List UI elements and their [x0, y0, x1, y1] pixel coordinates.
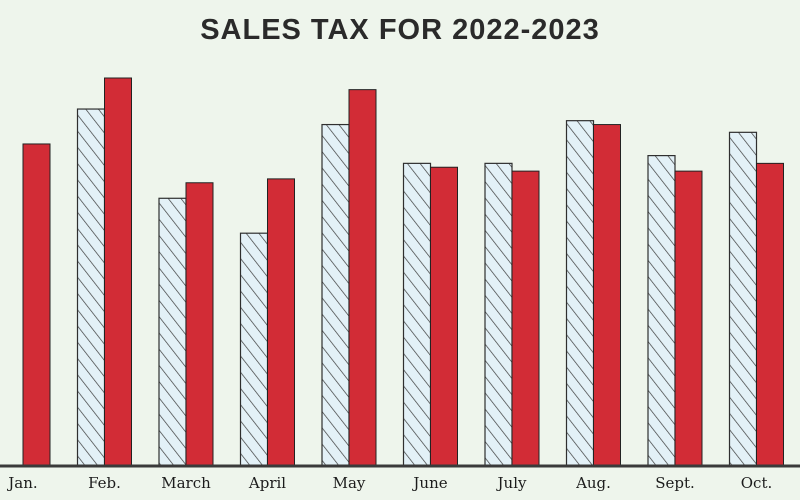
bar-hatched-7 [565, 120, 595, 467]
bar-hatched-3 [239, 232, 269, 467]
x-tick-label: June [411, 474, 447, 492]
bar-hatched-4 [321, 123, 350, 467]
bar-hatched-5 [402, 162, 432, 467]
x-tick-label: Sept. [655, 474, 695, 492]
x-tick-label: Aug. [575, 474, 611, 492]
bar-solid-9 [756, 162, 784, 467]
x-tick-label: Jan. [6, 474, 37, 492]
x-tick-label: Feb. [88, 474, 121, 492]
bar-solid-7 [593, 124, 621, 467]
x-tick-label: March [161, 474, 211, 492]
bar-hatched-8 [647, 155, 676, 467]
bar-solid-6 [511, 170, 540, 467]
bar-hatched-9 [728, 131, 758, 467]
bar-hatched-1 [76, 108, 106, 467]
bar-solid-8 [674, 170, 703, 467]
bar-solid-1 [104, 77, 132, 467]
bar-solid-0 [22, 143, 51, 467]
bar-solid-5 [430, 166, 458, 467]
x-tick-label: April [248, 474, 286, 492]
bar-solid-3 [267, 178, 295, 467]
bar-solid-4 [348, 89, 377, 467]
bar-hatched-2 [158, 197, 187, 467]
x-tick-label: May [333, 474, 366, 492]
bar-solid-2 [185, 182, 214, 467]
x-tick-label: Oct. [741, 474, 773, 492]
bar-hatched-6 [484, 162, 513, 467]
x-tick-label: July [496, 474, 527, 492]
chart-title: SALES TAX FOR 2022-2023 [200, 14, 600, 46]
